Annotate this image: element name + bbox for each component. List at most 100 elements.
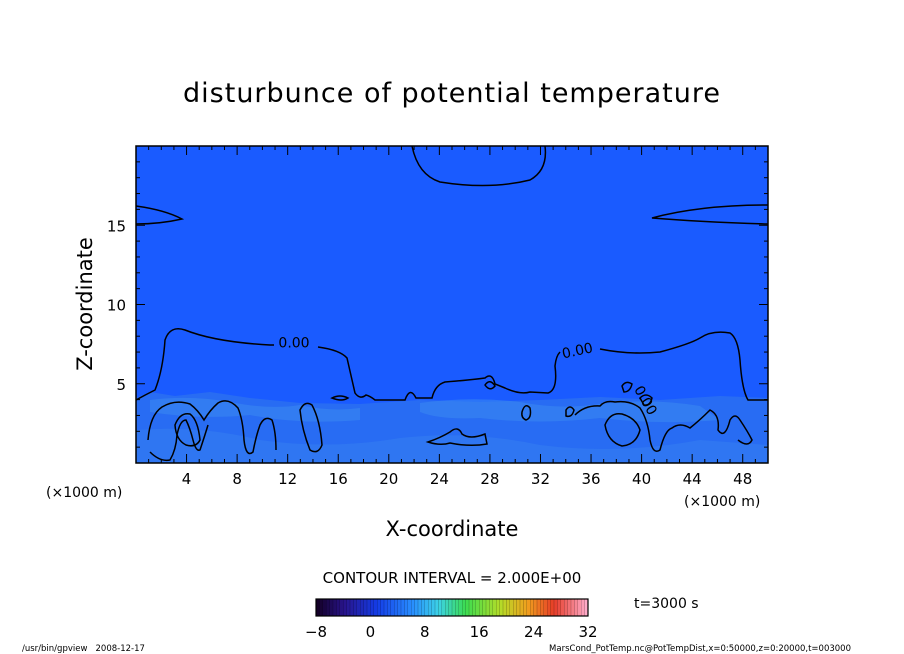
- colorbar-frame: [315, 598, 589, 617]
- colorbar-segment: [513, 599, 517, 616]
- colorbar-segment: [356, 599, 361, 616]
- colorbar-segment: [350, 599, 354, 616]
- colorbar-segment: [547, 599, 551, 616]
- x-unit-right: (×1000 m): [684, 494, 760, 510]
- x-tick-label: 20: [379, 470, 398, 488]
- colorbar-segment: [435, 599, 439, 616]
- colorbar-segment: [384, 599, 388, 616]
- contour-interval-text: CONTOUR INTERVAL = 2.000E+00: [323, 569, 582, 587]
- colorbar-segment: [404, 599, 409, 616]
- colorbar-segment: [584, 599, 589, 616]
- colorbar-tick-label: −8: [305, 623, 327, 641]
- colorbar-segment: [343, 599, 347, 616]
- contour-line-blob: [639, 394, 653, 406]
- contour-line-blob: [484, 381, 496, 390]
- colorbar-segment: [577, 599, 582, 616]
- colorbar-segment: [523, 599, 528, 616]
- colorbar-segment: [560, 599, 565, 616]
- footer-left: /usr/bin/gpview 2008-12-17: [22, 644, 145, 654]
- contour-line-zero-main: [136, 328, 561, 401]
- colorbar-segment: [452, 599, 456, 616]
- colorbar-segment: [543, 599, 548, 616]
- colorbar-segment: [401, 599, 405, 616]
- contour-line-zero-right: [599, 331, 768, 401]
- colorbar-segment: [333, 599, 337, 616]
- x-tick-label: 48: [733, 470, 752, 488]
- x-tick-label: 44: [683, 470, 702, 488]
- y-tick-label: 15: [107, 217, 126, 235]
- colorbar-segment: [445, 599, 449, 616]
- contour-line-lower-left: [147, 400, 277, 462]
- colorbar-segment: [520, 599, 524, 616]
- colorbar-segment: [475, 599, 480, 616]
- colorbar-segment: [377, 599, 381, 616]
- x-tick-label: 12: [278, 470, 297, 488]
- colorbar-segment: [530, 599, 534, 616]
- colorbar-segment: [465, 599, 470, 616]
- contour-line-blob: [174, 412, 201, 447]
- colorbar-segment: [550, 599, 555, 616]
- colorbar-segment: [557, 599, 562, 616]
- y-tick-label: 10: [107, 297, 126, 315]
- colorbar-segment: [441, 599, 446, 616]
- colorbar-segment: [540, 599, 545, 616]
- colorbar-segment: [564, 599, 568, 616]
- time-text: t=3000 s: [634, 596, 699, 612]
- colorbar-segment: [363, 599, 368, 616]
- contour-line-blob: [330, 395, 350, 401]
- y-axis: 5 10 15: [107, 145, 768, 464]
- colorbar-segment: [367, 599, 371, 616]
- colorbar: [315, 598, 589, 617]
- y-axis-label: Z-coordinate: [73, 237, 97, 371]
- x-tick-label: 36: [581, 470, 600, 488]
- colorbar-tick-labels: −8 0 8 16 24 32: [305, 623, 598, 641]
- colorbar-segment: [458, 599, 463, 616]
- colorbar-segment: [387, 599, 392, 616]
- colorbar-segment: [472, 599, 477, 616]
- colorbar-segment: [336, 599, 341, 616]
- colorbar-segment: [428, 599, 432, 616]
- colorbar-segment: [424, 599, 429, 616]
- x-tick-label: 32: [531, 470, 550, 488]
- colorbar-segment: [390, 599, 395, 616]
- colorbar-segment: [370, 599, 375, 616]
- shading-patch: [150, 397, 360, 422]
- colorbar-segment: [322, 599, 327, 616]
- x-tick-label: 8: [232, 470, 242, 488]
- contour-line-blob: [604, 412, 641, 447]
- colorbar-tick-label: 0: [366, 623, 376, 641]
- chart-title: disturbunce of potential temperature: [183, 78, 721, 109]
- colorbar-tick-label: 8: [420, 623, 430, 641]
- colorbar-segment: [516, 599, 521, 616]
- contour-line-blob: [565, 406, 575, 418]
- colorbar-segment: [571, 599, 575, 616]
- colorbar-segment: [469, 599, 473, 616]
- colorbar-segment: [346, 599, 351, 616]
- colorbar-segment: [421, 599, 426, 616]
- colorbar-segment: [418, 599, 422, 616]
- colorbar-segment: [462, 599, 466, 616]
- x-tick-label: 40: [632, 470, 651, 488]
- colorbar-segment: [339, 599, 344, 616]
- colorbar-segment: [438, 599, 443, 616]
- contour-labels: 0.00 0.000.00: [278, 335, 659, 418]
- colorbar-segment: [496, 599, 500, 616]
- contour-line-left-tongue: [136, 205, 185, 225]
- colorbar-tick-label: 32: [578, 623, 597, 641]
- colorbar-segment: [482, 599, 487, 616]
- colorbar-segment: [414, 599, 419, 616]
- contour-line-lower-right: [574, 400, 753, 452]
- colorbar-segment: [479, 599, 483, 616]
- colorbar-segment: [455, 599, 460, 616]
- colorbar-segment: [397, 599, 402, 616]
- colorbar-segment: [537, 599, 541, 616]
- plot-area: [136, 146, 768, 463]
- x-axis-label: X-coordinate: [386, 517, 519, 541]
- colorbar-segment: [526, 599, 531, 616]
- colorbar-segment: [407, 599, 412, 616]
- contour-line-blob: [299, 402, 323, 453]
- contour-line-top: [411, 146, 547, 187]
- contour-label: 0.00: [561, 340, 595, 362]
- colorbar-segment: [581, 599, 585, 616]
- y-tick-label: 5: [116, 376, 126, 394]
